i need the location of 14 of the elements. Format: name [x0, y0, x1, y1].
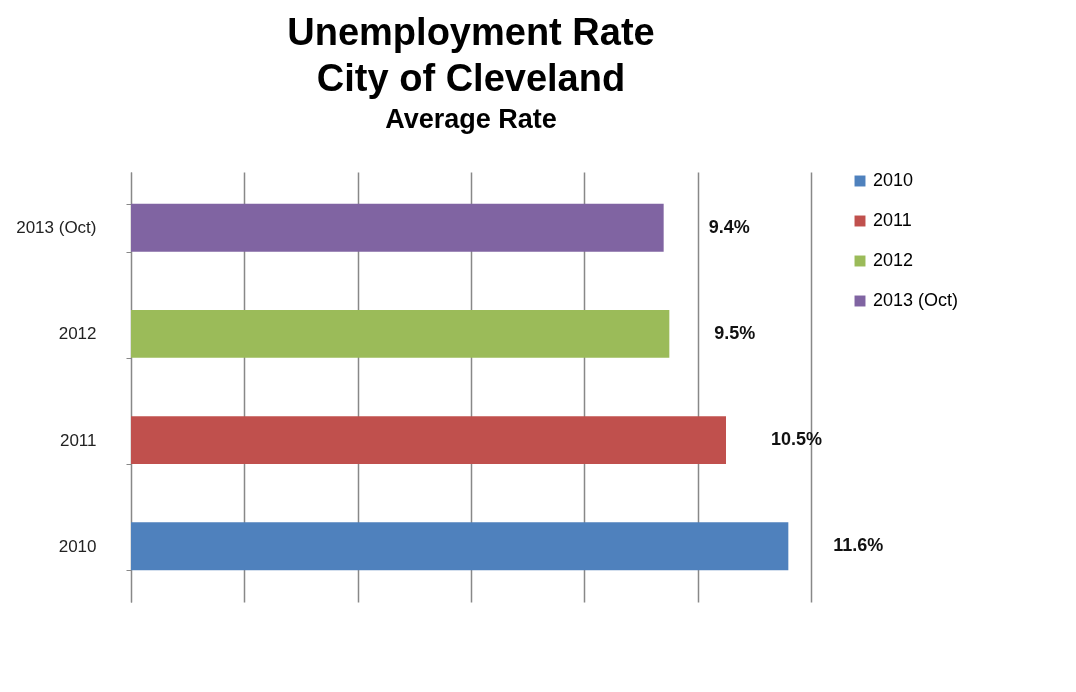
chart-title: Unemployment Rate City of Cleveland [287, 11, 655, 99]
chart-subtitle: Average Rate [385, 104, 557, 134]
y-tick-label: 2012 [58, 324, 97, 344]
data-label: 10.5% [771, 429, 823, 450]
legend-label: 2012 [873, 250, 914, 270]
data-label: 11.6% [833, 535, 884, 556]
y-tick-label: 2013 (Oct) [16, 218, 97, 238]
legend-label: 2013 (Oct) [873, 290, 959, 310]
y-tick-label: 2010 [58, 536, 97, 556]
legend-label: 2011 [873, 210, 912, 230]
data-label: 9.4% [708, 216, 750, 237]
y-tick-label: 2011 [59, 430, 97, 450]
legend-label: 2010 [873, 170, 914, 190]
data-label: 9.5% [714, 322, 756, 343]
